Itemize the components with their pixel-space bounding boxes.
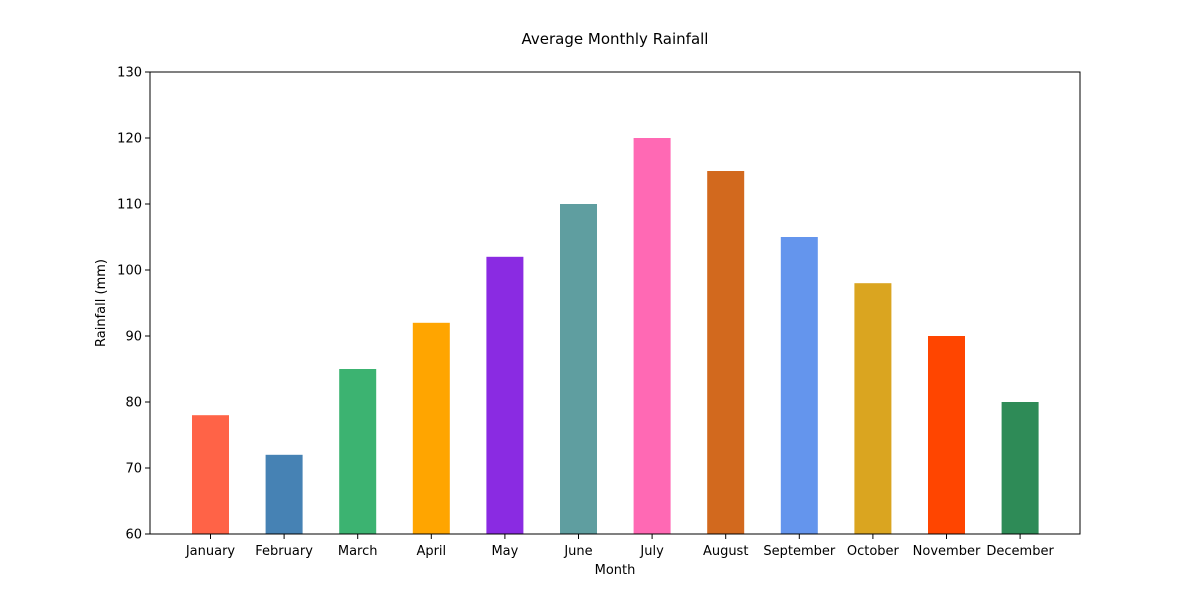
bar-may (486, 256, 524, 534)
x-tick-label: April (416, 544, 446, 559)
x-axis-label: Month (595, 563, 636, 578)
x-tick-label: March (338, 544, 378, 559)
bars (192, 138, 1039, 534)
bar-february (265, 454, 303, 534)
y-tick-label: 100 (117, 264, 142, 279)
y-tick-label: 80 (125, 396, 142, 411)
bar-june (560, 204, 597, 534)
y-tick-label: 110 (117, 198, 142, 213)
bar-march (339, 369, 377, 534)
x-tick-label: February (255, 544, 313, 559)
x-tick-label: August (703, 544, 749, 559)
x-tick-label: June (563, 544, 592, 559)
bar-november (928, 336, 965, 534)
y-axis-ticks: 60 70 80 90 100 110 120 130 (117, 66, 150, 543)
bar-august (707, 171, 745, 534)
x-tick-label: January (185, 544, 236, 559)
y-tick-label: 90 (125, 330, 142, 345)
x-tick-label: September (763, 544, 836, 559)
x-tick-label: July (639, 544, 664, 559)
chart-title: Average Monthly Rainfall (522, 30, 709, 48)
x-tick-label: November (913, 544, 981, 559)
x-tick-label: October (847, 544, 900, 559)
x-tick-label: December (986, 544, 1054, 559)
y-tick-label: 120 (117, 132, 142, 147)
bar-july (633, 138, 671, 534)
bar-january (192, 415, 229, 534)
y-tick-label: 130 (117, 66, 142, 81)
y-axis-label: Rainfall (mm) (94, 259, 109, 347)
bar-april (412, 322, 450, 534)
bar-september (780, 237, 818, 534)
plot-frame (149, 71, 1081, 535)
bar-december (1001, 402, 1039, 534)
bar-october (854, 283, 892, 534)
y-tick-label: 70 (125, 462, 142, 477)
x-axis-ticks: January February March April May June July Augu… (185, 534, 1054, 559)
y-tick-label: 60 (125, 528, 142, 543)
x-tick-label: May (491, 544, 518, 559)
